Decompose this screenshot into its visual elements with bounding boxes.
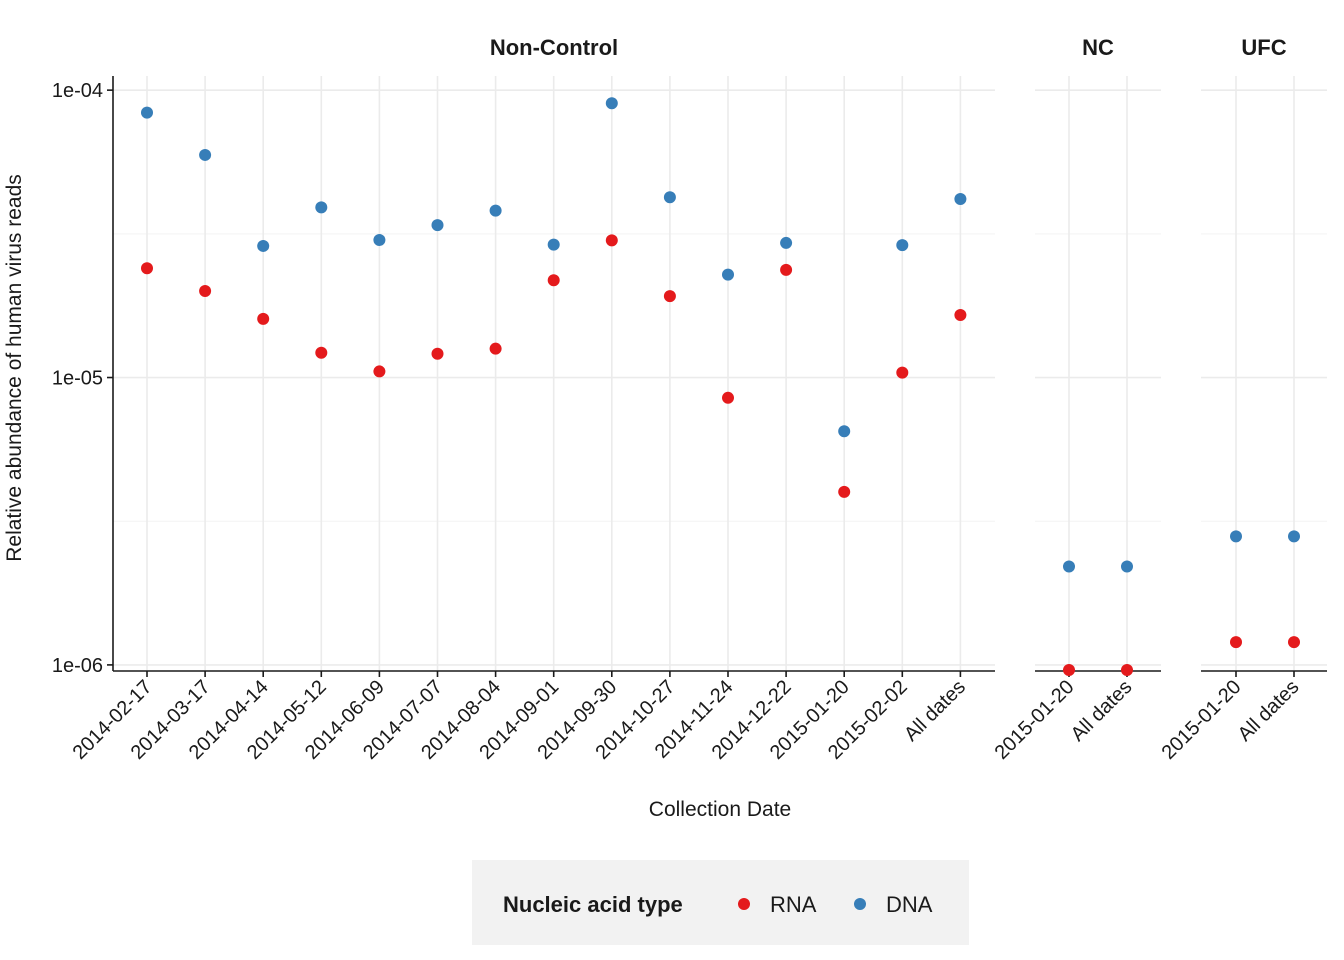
x-tick-label: All dates [1067,676,1137,746]
point-dna [431,219,444,232]
x-tick-label: All dates [1234,676,1304,746]
point-rna [722,391,734,404]
point-rna [431,347,444,360]
legend-title: Nucleic acid type [503,892,683,917]
point-rna [547,274,560,287]
point-rna [780,263,793,276]
y-axis-title: Relative abundance of human virus reads [3,174,26,562]
point-dna [1288,530,1300,543]
legend-key-dna [854,898,866,910]
y-tick-label: 1e-05 [52,368,103,390]
point-dna [780,236,793,249]
x-tick-label: All dates [900,676,970,746]
y-axis: 1e-06 1e-05 1e-04 [52,76,114,677]
point-rna [605,234,618,247]
legend-label-rna: RNA [770,892,817,917]
point-dna [838,425,851,438]
point-rna [1230,636,1242,649]
point-rna [1063,664,1075,676]
point-rna [199,285,212,298]
facet-title: Non-Control [490,35,618,60]
y-tick-label: 1e-04 [52,80,103,102]
facet-title: UFC [1241,35,1286,60]
point-dna [315,201,328,214]
point-rna [315,346,328,359]
legend-label-dna: DNA [886,892,933,917]
x-axis-title: Collection Date [649,798,791,821]
point-rna [838,485,851,498]
point-dna [489,204,502,217]
facet-panel-non-control: Non-Control2014-02-172014-03-172014-04-1… [69,35,995,764]
point-rna [489,342,502,355]
point-rna [663,290,676,303]
point-dna [199,148,212,161]
plot-panels: Non-Control2014-02-172014-03-172014-04-1… [52,35,1327,764]
legend: Nucleic acid type RNA DNA [472,860,969,945]
legend-background [472,860,969,945]
point-dna [547,238,560,251]
point-dna [896,239,909,252]
point-rna [954,309,967,322]
point-dna [373,233,386,246]
point-dna [1121,560,1133,573]
legend-key-rna [738,898,750,910]
point-dna [954,193,967,206]
point-rna [896,366,909,379]
point-dna [257,239,270,252]
x-tick-label: 2015-01-20 [1158,676,1246,764]
point-dna [141,106,153,119]
point-rna [373,365,386,378]
point-dna [605,97,618,110]
point-dna [1230,530,1242,543]
y-tick-label: 1e-06 [52,655,103,677]
point-dna [722,268,734,281]
point-rna [1288,636,1300,649]
x-tick-label: 2015-01-20 [991,676,1079,764]
point-dna [1063,560,1075,573]
point-rna [141,262,153,275]
point-rna [257,312,270,325]
point-rna [1121,664,1133,676]
facet-title: NC [1082,35,1114,60]
point-dna [663,191,676,204]
